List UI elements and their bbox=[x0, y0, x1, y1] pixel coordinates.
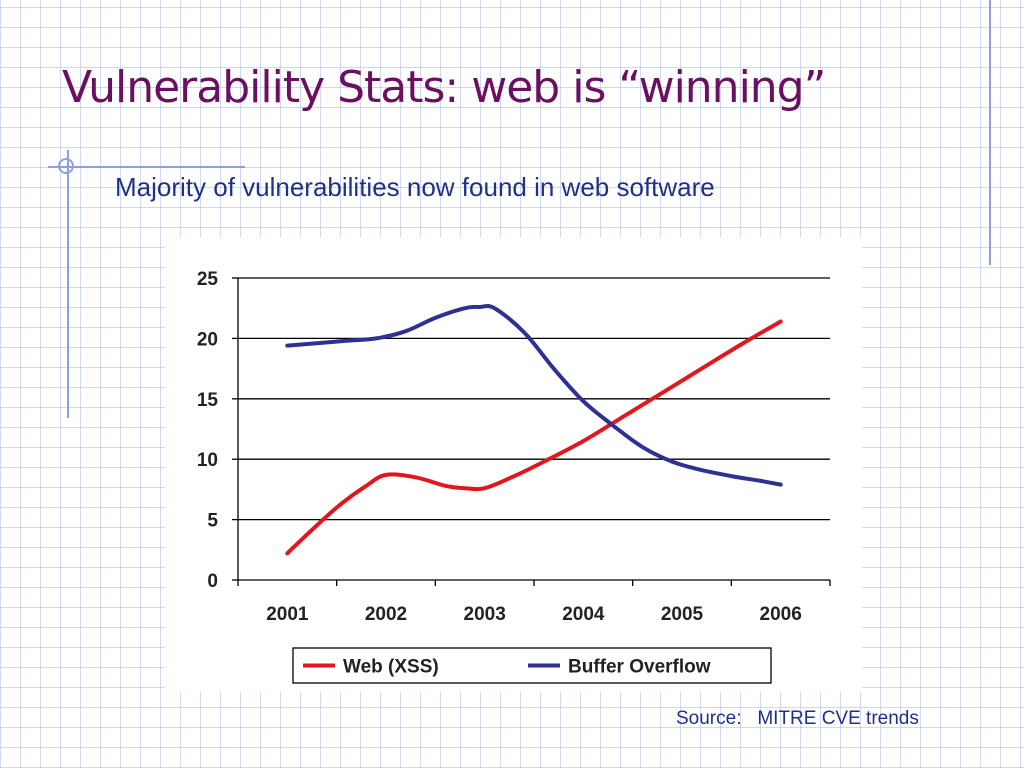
series-line-buffer-overflow bbox=[285, 303, 783, 487]
y-tick-label: 0 bbox=[207, 571, 218, 592]
y-tick-label: 20 bbox=[197, 329, 218, 350]
series-line-web-xss bbox=[285, 319, 783, 556]
slide-subtitle: Majority of vulnerabilities now found in… bbox=[115, 172, 715, 202]
x-tick-label: 2003 bbox=[464, 604, 506, 625]
x-tick-label: 2004 bbox=[562, 604, 605, 625]
legend-label: Web (XSS) bbox=[343, 657, 439, 678]
x-tick-label: 2002 bbox=[365, 604, 407, 625]
x-tick-label: 2005 bbox=[661, 604, 704, 625]
decor-circle bbox=[58, 158, 74, 174]
slide-title: Vulnerability Stats: web is “winning” bbox=[62, 62, 826, 113]
decor-vertical-line-right bbox=[989, 0, 991, 265]
x-tick-label: 2001 bbox=[266, 604, 309, 625]
x-tick-label: 2006 bbox=[760, 604, 802, 625]
y-tick-label: 15 bbox=[197, 390, 219, 411]
chart-panel: 0 5 10 15 20 25 2001 2002 2003 2004 2005 2006 Web (X… bbox=[165, 237, 862, 692]
decor-horizontal-line bbox=[48, 166, 245, 168]
vulnerability-line-chart: 0 5 10 15 20 25 2001 2002 2003 2004 2005 2006 Web (X… bbox=[197, 269, 831, 684]
y-tick-label: 10 bbox=[197, 450, 218, 471]
decor-vertical-line-left bbox=[67, 150, 69, 418]
y-tick-label: 25 bbox=[197, 269, 219, 290]
legend-label: Buffer Overflow bbox=[568, 657, 711, 678]
source-note: Source: MITRE CVE trends bbox=[676, 708, 919, 729]
y-tick-label: 5 bbox=[207, 511, 218, 532]
